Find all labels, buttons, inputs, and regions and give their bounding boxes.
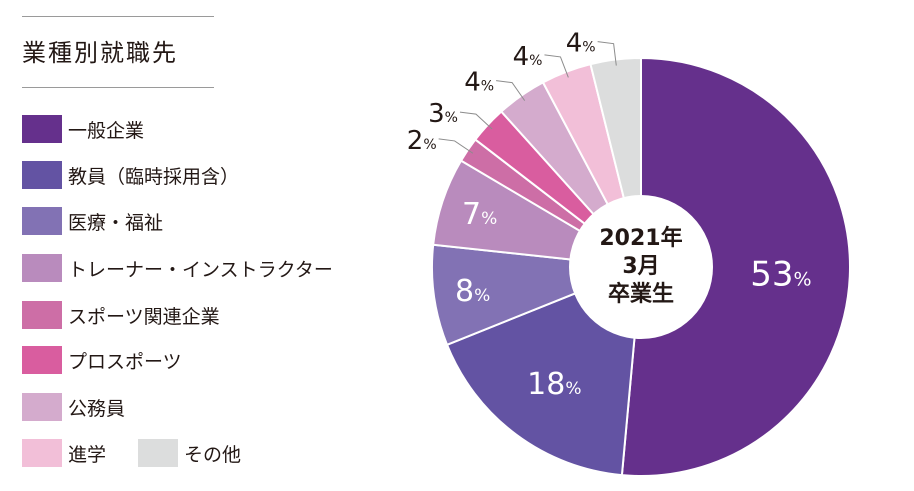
legend-title-rule [22, 87, 214, 88]
legend-item: トレーナー・インストラクター [22, 253, 333, 283]
legend-item: その他 [138, 438, 241, 468]
legend-swatch [22, 439, 62, 467]
data-label: 4% [566, 29, 596, 59]
legend-label: スポーツ関連企業 [68, 305, 220, 328]
legend-item: プロスポーツ [22, 345, 182, 375]
chart-legend: 一般企業教員（臨時採用含） 医療・福祉トレーナー・インストラクター スポーツ関連企業… [0, 0, 400, 491]
legend-item: 医療・福祉 [22, 206, 163, 236]
legend-swatch [22, 161, 62, 189]
data-label: 3% [428, 99, 458, 129]
legend-label: 教員（臨時採用含） [68, 165, 240, 188]
leader-line [597, 41, 617, 66]
legend-swatch [22, 115, 62, 143]
legend-label: 医療・福祉 [68, 211, 164, 234]
data-label: 4% [464, 68, 494, 98]
center-label-line: 3月 [622, 254, 659, 279]
legend-swatch [22, 254, 62, 282]
legend-title: 業種別就職先 [22, 39, 178, 67]
legend-swatch [22, 207, 62, 235]
legend-item: スポーツ関連企業 [22, 300, 220, 330]
legend-swatch [138, 439, 178, 467]
legend-item: 一般企業 [22, 114, 144, 144]
leader-line [496, 80, 526, 101]
legend-label: 公務員 [68, 397, 126, 420]
legend-swatch [22, 346, 62, 374]
legend-label: 一般企業 [68, 119, 145, 142]
legend-label: トレーナー・インストラクター [68, 258, 333, 281]
legend-label: プロスポーツ [68, 350, 182, 373]
data-label: 8% [455, 274, 490, 309]
data-label: 2% [407, 126, 437, 156]
legend-swatch [22, 393, 62, 421]
data-label: 18% [527, 367, 581, 402]
legend-item: 進学 [22, 438, 106, 468]
leader-line [438, 138, 474, 154]
legend-item: 公務員 [22, 392, 125, 422]
pie-slice [620, 56, 851, 477]
leader-line [544, 54, 569, 78]
data-label: 4% [513, 42, 543, 72]
leader-line [459, 111, 493, 130]
legend-label: その他 [184, 443, 242, 466]
data-label: 7% [462, 197, 497, 232]
legend-swatch [22, 301, 62, 329]
pie-center-hole [569, 195, 713, 339]
legend-label: 進学 [68, 443, 107, 466]
data-label: 53% [750, 254, 811, 294]
legend-item: 教員（臨時採用含） [22, 160, 239, 190]
center-label-line: 卒業生 [608, 281, 674, 307]
legend-top-rule [22, 16, 214, 17]
center-label-line: 2021年 [599, 225, 682, 251]
